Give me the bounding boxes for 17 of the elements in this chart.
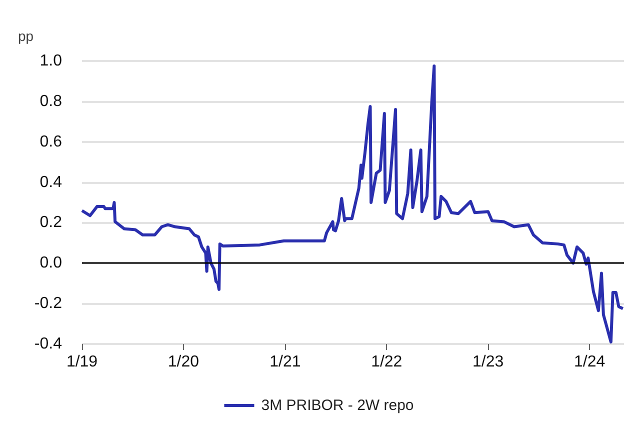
x-tick-label: 1/21 [270, 354, 301, 370]
y-tick-label: 0.0 [40, 254, 62, 272]
y-tick-label: 0.8 [40, 92, 62, 110]
y-tick-label: 0.4 [40, 174, 62, 191]
y-axis-title: pp [18, 28, 34, 44]
y-tick-label: -0.2 [34, 295, 62, 312]
y-tick-label: 0.6 [40, 133, 62, 150]
legend-label: 3M PRIBOR - 2W repo [261, 397, 414, 414]
y-tick-label: 0.2 [40, 214, 62, 232]
x-tick-label: 1/20 [168, 354, 200, 370]
x-tick-label: 1/24 [574, 354, 606, 370]
y-tick-label: -0.4 [34, 336, 62, 352]
x-tick-label: 1/22 [371, 354, 402, 370]
x-tick-label: 1/19 [66, 354, 98, 370]
line-series [80, 64, 624, 344]
y-tick-label: 1.0 [40, 52, 62, 70]
x-tick-label: 1/23 [472, 354, 504, 370]
